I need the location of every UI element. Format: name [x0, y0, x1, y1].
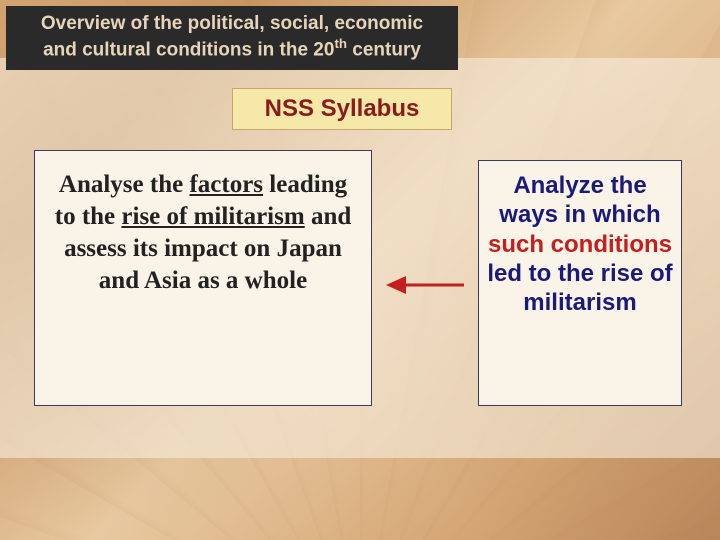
header-overview: Overview of the political, social, econo…: [6, 6, 458, 70]
slide: Overview of the political, social, econo…: [0, 0, 720, 540]
right-emphasis: such conditions: [488, 231, 672, 258]
syllabus-title: NSS Syllabus: [232, 88, 452, 130]
right-post: led to the rise of militarism: [487, 260, 672, 316]
right-pre: Analyze the ways in which: [499, 172, 660, 228]
header-line2-sup: th: [334, 36, 347, 51]
right-card: Analyze the ways in which such condition…: [478, 160, 682, 406]
left-underline-rise: rise of militarism: [121, 203, 304, 230]
header-line2-post: century: [347, 39, 421, 60]
arrow-left-icon: [386, 272, 466, 298]
left-underline-factors: factors: [189, 171, 263, 198]
syllabus-title-text: NSS Syllabus: [265, 95, 420, 122]
left-pre: Analyse the: [59, 171, 190, 198]
header-line1: Overview of the political, social, econo…: [41, 13, 423, 34]
left-card: Analyse the factors leading to the rise …: [34, 150, 372, 406]
header-line2-pre: and cultural conditions in the 20: [43, 39, 334, 60]
